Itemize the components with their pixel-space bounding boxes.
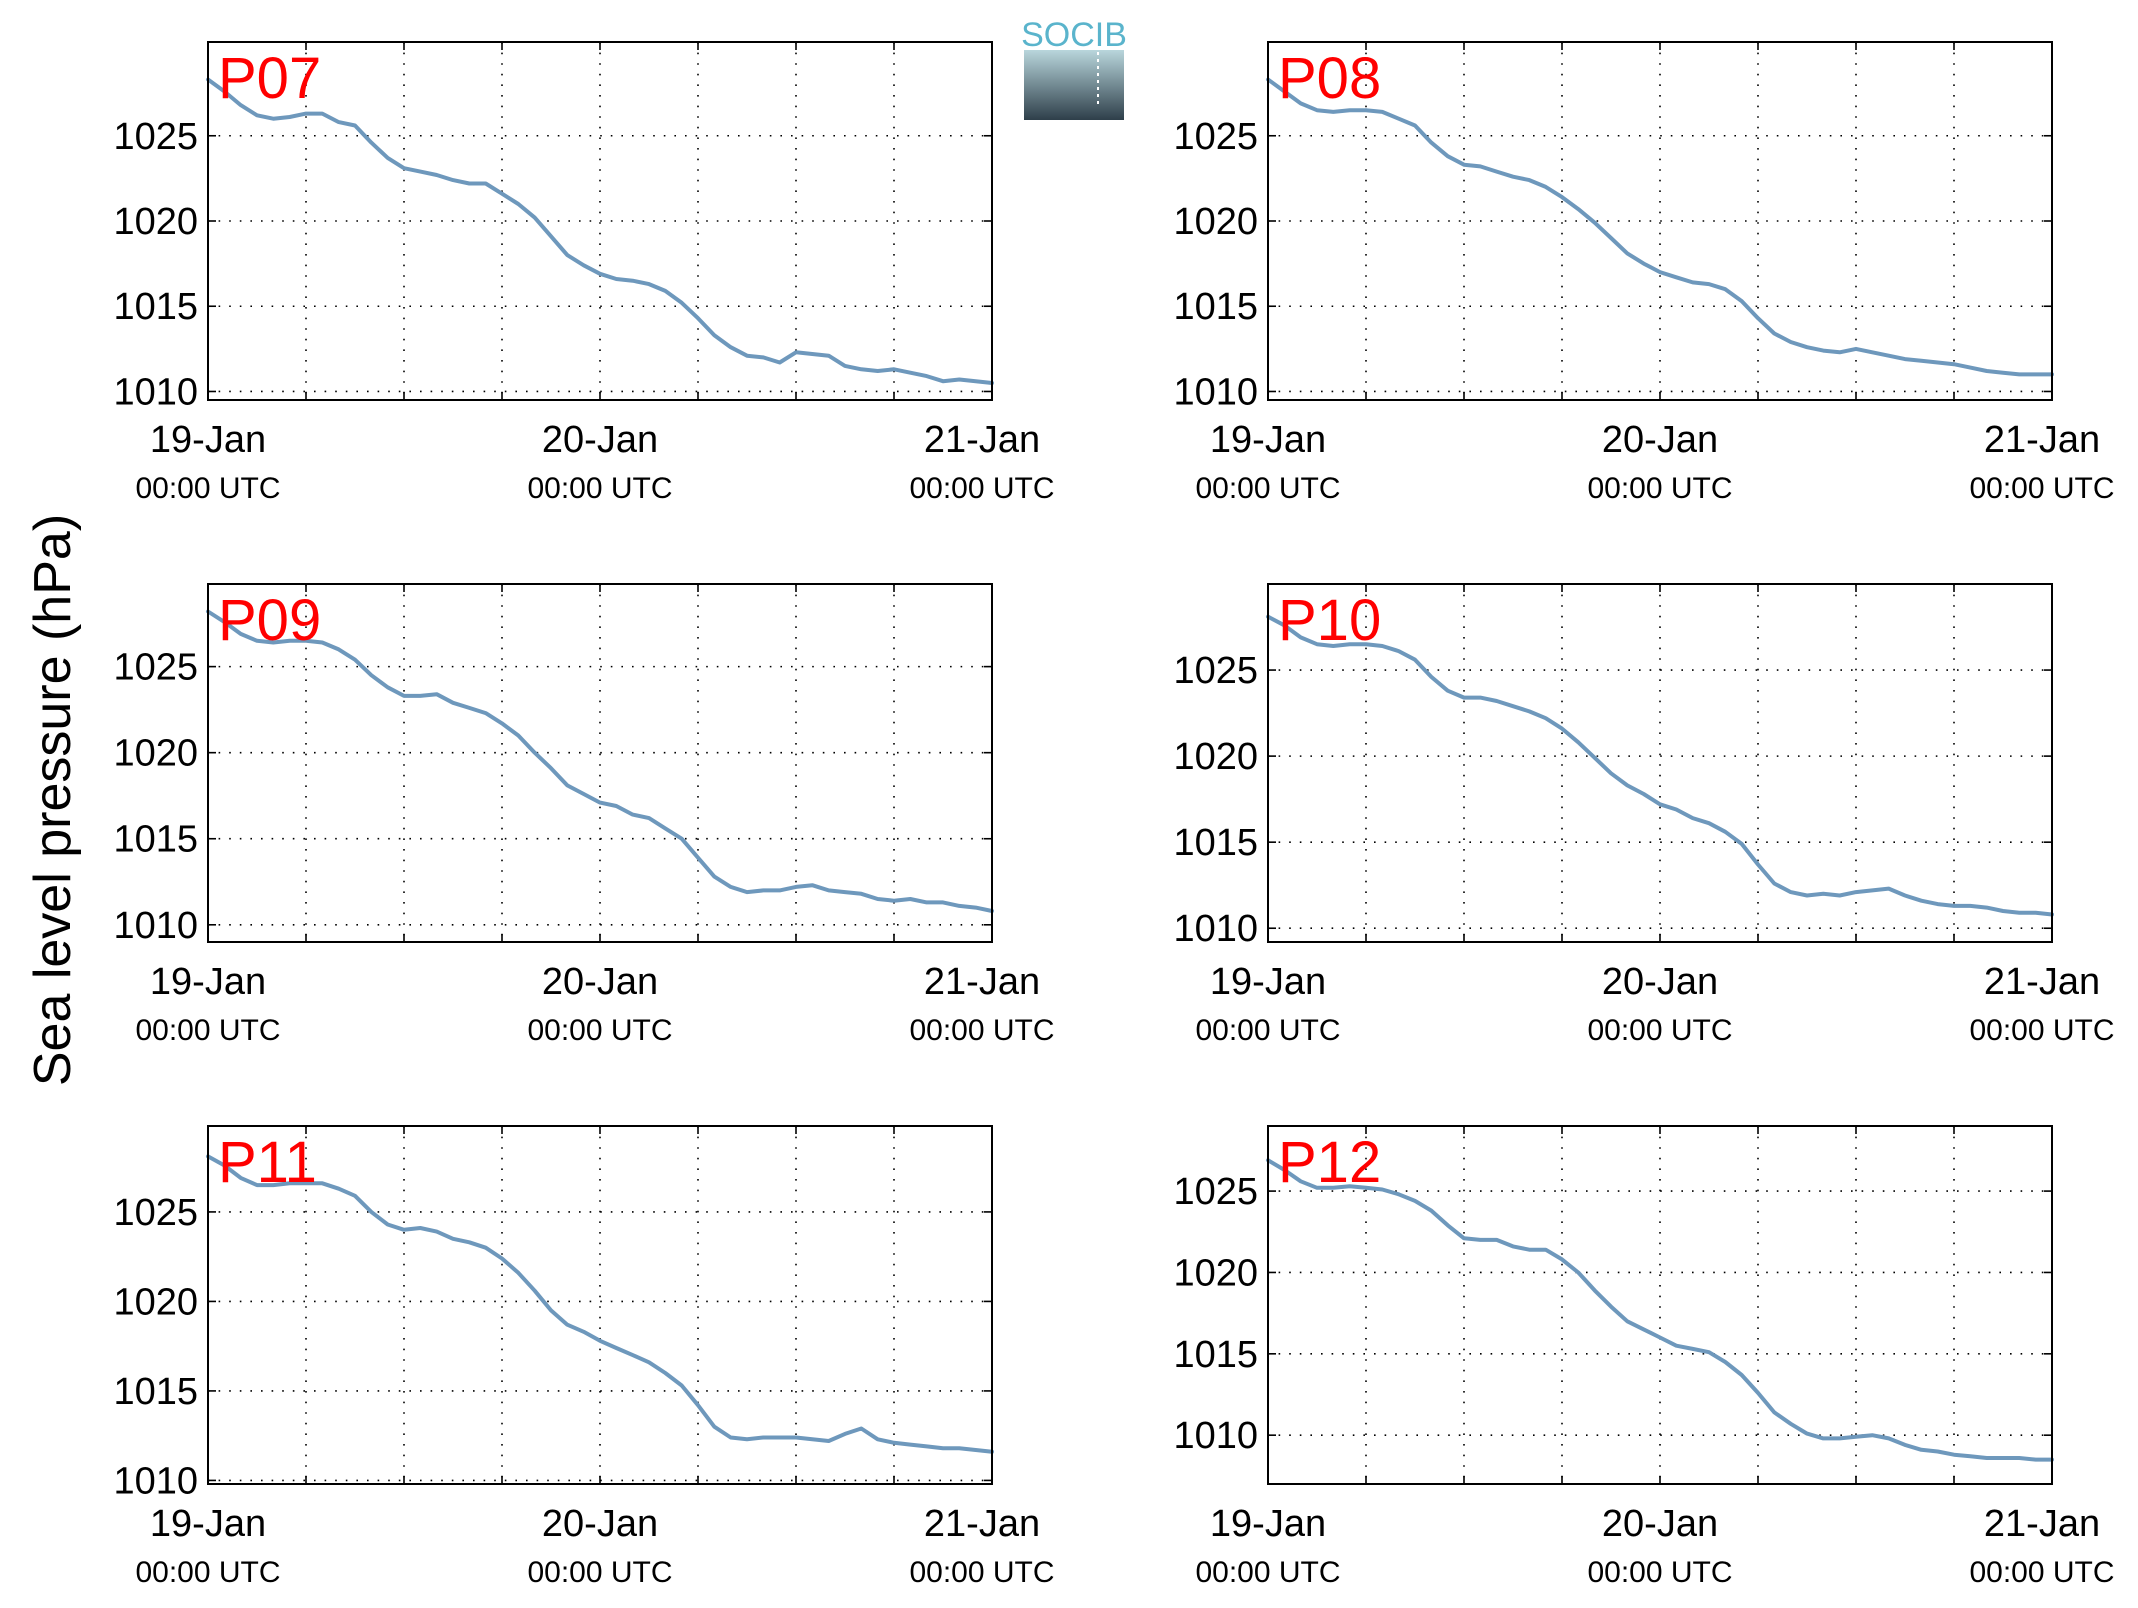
panel-p10: 1010 1015 1020 1025 19-Jan 00:00 UTC 20-Jan 00:… xyxy=(1173,583,2115,1047)
x-tick-label-time: 00:00 UTC xyxy=(1969,472,2114,505)
socib-logo: SOCIB xyxy=(1021,16,1127,120)
x-tick-label-date: 19-Jan xyxy=(1210,1503,1326,1545)
x-tick-label-date: 21-Jan xyxy=(1984,1503,2100,1545)
x-tick-label-time: 00:00 UTC xyxy=(909,1556,1054,1589)
x-tick-label-date: 19-Jan xyxy=(150,1503,266,1545)
x-tick-label-date: 19-Jan xyxy=(150,419,266,461)
y-tick-label: 1010 xyxy=(1173,1415,1258,1457)
axes-frame xyxy=(1267,1125,2053,1485)
y-tick-label: 1015 xyxy=(1173,822,1258,864)
x-tick-label-date: 20-Jan xyxy=(542,419,658,461)
x-tick-label-date: 19-Jan xyxy=(150,961,266,1003)
y-tick-label: 1020 xyxy=(1173,201,1258,243)
series-line-p09 xyxy=(206,609,994,913)
y-tick-label: 1020 xyxy=(113,733,198,775)
y-tick-label: 1010 xyxy=(1173,371,1258,413)
x-tick-label-date: 20-Jan xyxy=(542,1503,658,1545)
x-tick-label-time: 00:00 UTC xyxy=(909,1014,1054,1047)
y-tick-label: 1025 xyxy=(113,647,198,689)
panel-p07: 1010 1015 1020 1025 19-Jan 00:00 UTC 20-Jan 00:… xyxy=(113,41,1055,505)
y-tick-label: 1025 xyxy=(113,1192,198,1234)
series-line-p07 xyxy=(206,77,994,385)
x-tick-label-time: 00:00 UTC xyxy=(135,1014,280,1047)
panel-label: P07 xyxy=(218,46,321,111)
axes-frame xyxy=(207,41,993,401)
y-tick-label: 1025 xyxy=(113,116,198,158)
x-tick-label-date: 20-Jan xyxy=(1602,1503,1718,1545)
x-tick-label-date: 20-Jan xyxy=(1602,419,1718,461)
panel-p08: 1010 1015 1020 1025 19-Jan 00:00 UTC 20-Jan 00:… xyxy=(1173,41,2115,505)
x-tick-label-time: 00:00 UTC xyxy=(1969,1556,2114,1589)
x-tick-label-date: 21-Jan xyxy=(924,419,1040,461)
x-tick-label-date: 19-Jan xyxy=(1210,419,1326,461)
y-tick-label: 1020 xyxy=(113,201,198,243)
socib-logo-text: SOCIB xyxy=(1021,16,1127,54)
series-line-p10 xyxy=(1266,614,2054,917)
x-tick-label-date: 20-Jan xyxy=(542,961,658,1003)
panel-label: P12 xyxy=(1278,1130,1381,1195)
y-tick-label: 1015 xyxy=(113,286,198,328)
y-tick-label: 1010 xyxy=(113,371,198,413)
axes-frame xyxy=(1267,41,2053,401)
axes-frame xyxy=(207,583,993,943)
x-tick-label-time: 00:00 UTC xyxy=(1969,1014,2114,1047)
panel-label: P09 xyxy=(218,588,321,653)
y-tick-label: 1020 xyxy=(113,1281,198,1323)
socib-logo-mark xyxy=(1024,50,1124,120)
panel-p11: 1010 1015 1020 1025 19-Jan 00:00 UTC 20-Jan 00:… xyxy=(113,1125,1055,1589)
x-tick-label-date: 21-Jan xyxy=(924,961,1040,1003)
y-tick-label: 1010 xyxy=(1173,908,1258,950)
x-tick-label-time: 00:00 UTC xyxy=(909,472,1054,505)
x-tick-label-date: 19-Jan xyxy=(1210,961,1326,1003)
y-tick-label: 1015 xyxy=(1173,1334,1258,1376)
x-tick-label-time: 00:00 UTC xyxy=(1195,1014,1340,1047)
series-line-p12 xyxy=(1266,1158,2054,1462)
x-tick-label-time: 00:00 UTC xyxy=(1587,1014,1732,1047)
x-tick-label-time: 00:00 UTC xyxy=(1587,1556,1732,1589)
panels: 1010 1015 1020 1025 19-Jan 00:00 UTC 20-Jan 00:… xyxy=(113,41,2115,1589)
x-tick-label-date: 21-Jan xyxy=(924,1503,1040,1545)
x-tick-label-time: 00:00 UTC xyxy=(527,1014,672,1047)
panel-label: P11 xyxy=(218,1130,317,1195)
panel-label: P10 xyxy=(1278,588,1381,653)
series-line-p08 xyxy=(1266,77,2054,377)
panel-label: P08 xyxy=(1278,46,1381,111)
panel-p09: 1010 1015 1020 1025 19-Jan 00:00 UTC 20-Jan 00:… xyxy=(113,583,1055,1047)
panel-p12: 1010 1015 1020 1025 19-Jan 00:00 UTC 20-Jan 00:… xyxy=(1173,1125,2115,1589)
x-tick-label-time: 00:00 UTC xyxy=(527,1556,672,1589)
series-line-p11 xyxy=(206,1154,994,1454)
axes-frame xyxy=(1267,583,2053,943)
y-axis-label: Sea level pressure (hPa) xyxy=(24,514,82,1086)
x-tick-label-time: 00:00 UTC xyxy=(1587,472,1732,505)
y-tick-label: 1015 xyxy=(113,1371,198,1413)
x-tick-label-time: 00:00 UTC xyxy=(135,1556,280,1589)
x-tick-label-date: 21-Jan xyxy=(1984,419,2100,461)
axes-frame xyxy=(207,1125,993,1485)
x-tick-label-time: 00:00 UTC xyxy=(135,472,280,505)
x-tick-label-time: 00:00 UTC xyxy=(1195,472,1340,505)
y-tick-label: 1015 xyxy=(1173,286,1258,328)
y-tick-label: 1020 xyxy=(1173,1252,1258,1294)
y-tick-label: 1025 xyxy=(1173,650,1258,692)
x-tick-label-time: 00:00 UTC xyxy=(1195,1556,1340,1589)
x-tick-label-date: 20-Jan xyxy=(1602,961,1718,1003)
y-tick-label: 1015 xyxy=(113,819,198,861)
y-tick-label: 1010 xyxy=(113,905,198,947)
y-tick-label: 1025 xyxy=(1173,116,1258,158)
y-tick-label: 1020 xyxy=(1173,736,1258,778)
x-tick-label-time: 00:00 UTC xyxy=(527,472,672,505)
y-tick-label: 1010 xyxy=(113,1460,198,1502)
x-tick-label-date: 21-Jan xyxy=(1984,961,2100,1003)
y-tick-label: 1025 xyxy=(1173,1171,1258,1213)
